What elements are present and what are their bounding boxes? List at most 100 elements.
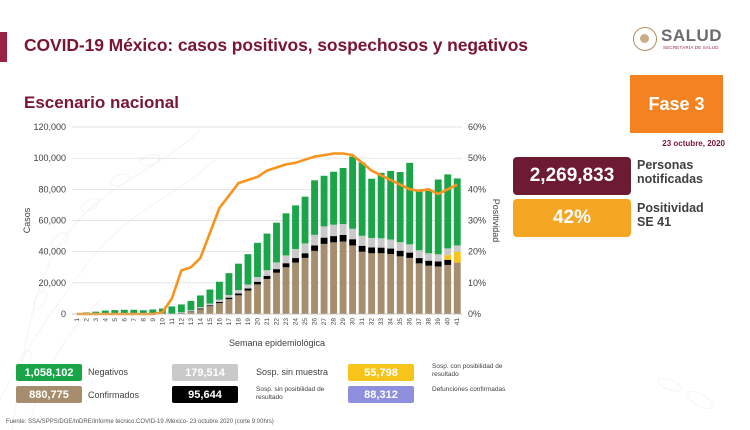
x-tick-label: 20	[254, 318, 261, 326]
bar-sosp-sin-posibilidad-de-resultado	[406, 252, 414, 258]
bar-negativos	[301, 196, 309, 244]
bar-sosp-sin-muestra	[425, 253, 433, 261]
report-date: 23 octubre, 2020	[662, 139, 725, 148]
x-tick-label: 32	[369, 318, 376, 326]
bar-confirmados	[396, 256, 404, 314]
x-tick-label: 18	[235, 318, 242, 326]
page-title: COVID-19 México: casos positivos, sospec…	[24, 35, 528, 55]
bar-sosp-sin-posibilidad-de-resultado	[339, 234, 347, 242]
bar-negativos	[339, 167, 347, 225]
y2-axis-title: Positividad	[491, 199, 501, 243]
x-tick-label: 1	[74, 318, 81, 322]
x-tick-label: 3	[93, 318, 100, 322]
bar-negativos	[254, 242, 261, 278]
x-tick-label: 14	[197, 318, 204, 326]
bar-sosp-sin-posibilidad-de-resultado	[235, 293, 242, 296]
bar-confirmados	[425, 265, 433, 314]
bar-confirmados	[216, 303, 223, 314]
x-tick-label: 40	[445, 318, 452, 326]
x-tick-label: 25	[302, 318, 309, 326]
bar-sosp-sin-posibilidad-de-resultado	[206, 305, 214, 307]
y2-tick-label: 0%	[468, 309, 481, 319]
y-tick-label: 20,000	[38, 278, 66, 288]
bar-confirmados	[434, 266, 442, 314]
source-note: Fuente: SSA/SPPS/DGE/InDRE/Informe técni…	[6, 419, 274, 425]
bar-sosp-sin-muestra	[254, 277, 261, 282]
bar-sosp-sin-muestra	[282, 255, 290, 264]
x-tick-label: 35	[397, 318, 404, 326]
y2-tick-label: 50%	[468, 153, 486, 163]
bar-confirmados	[206, 306, 214, 314]
x-tick-label: 21	[264, 318, 271, 326]
bar-sosp-sin-muestra	[311, 234, 318, 246]
x-tick-label: 4	[102, 318, 109, 322]
legend-suspect-with-result-value: 55,798	[348, 364, 414, 381]
bar-negativos	[415, 189, 423, 251]
bar-confirmados	[453, 262, 461, 314]
bar-negativos	[196, 295, 204, 308]
phase-badge: Fase 3	[630, 75, 723, 133]
x-tick-label: 17	[226, 318, 233, 326]
bar-negativos	[358, 162, 366, 236]
x-tick-label: 38	[426, 318, 433, 326]
bar-negativos	[149, 309, 157, 314]
bar-negativos	[368, 178, 376, 238]
x-tick-label: 39	[435, 318, 442, 326]
x-tick-label: 8	[140, 318, 147, 322]
kpi-positivity-value: 42%	[513, 199, 631, 237]
bar-negativos	[444, 174, 452, 249]
bar-sosp-sin-muestra	[292, 249, 299, 259]
bar-sosp-sin-posibilidad-de-resultado	[301, 253, 309, 258]
cases-chart: 0 20,000 40,000 60,000 80,000 100,000 120,000 0…	[22, 122, 501, 348]
bar-sosp-sin-posibilidad-de-resultado	[377, 247, 385, 254]
bar-confirmados	[225, 299, 233, 314]
bar-confirmados	[415, 263, 423, 314]
y2-tick-label: 10%	[468, 278, 486, 288]
legend-suspect-no-sample-value: 179,514	[172, 364, 238, 381]
bar-negativos	[349, 156, 357, 229]
bar-confirmados	[292, 262, 299, 314]
bar-negativos	[111, 310, 119, 314]
x-tick-label: 27	[321, 318, 328, 326]
bar-negativos	[187, 300, 195, 311]
y-tick-label: 80,000	[38, 184, 66, 194]
bar-confirmados	[320, 243, 328, 314]
bar-sosp-sin-muestra	[216, 299, 223, 302]
bar-confirmados	[177, 313, 185, 314]
legend-confirmed-value: 880,775	[16, 386, 82, 403]
bar-sosp-sin-posibilidad-de-resultado	[292, 258, 299, 263]
bar-negativos	[235, 263, 242, 291]
y-tick-label: 120,000	[33, 122, 66, 132]
bar-sosp-sin-muestra	[330, 224, 338, 237]
bar-sosp-sin-muestra	[187, 310, 195, 312]
x-tick-label: 29	[340, 318, 347, 326]
bar-confirmados	[387, 254, 395, 314]
y-tick-label: 0	[61, 309, 66, 319]
kpi-positivity-label: Positividad SE 41	[637, 201, 704, 229]
x-tick-label: 2	[83, 318, 90, 322]
x-tick-label: 28	[331, 318, 338, 326]
bar-confirmados	[254, 284, 261, 314]
bar-sosp-con-posibilidad-de-resultado	[453, 251, 461, 263]
kpi-positivity-label-line1: Positividad	[637, 201, 704, 215]
legend-suspect-no-sample-label: Sosp. sin muestra	[256, 367, 329, 377]
x-tick-label: 26	[312, 318, 319, 326]
bar-sosp-sin-muestra	[368, 237, 376, 248]
bar-confirmados	[330, 242, 338, 314]
bar-sosp-sin-muestra	[301, 243, 309, 254]
bar-sosp-con-posibilidad-de-resultado	[444, 255, 452, 260]
bar-sosp-sin-muestra	[177, 312, 185, 313]
bar-confirmados	[187, 311, 195, 314]
bar-sosp-sin-posibilidad-de-resultado	[244, 288, 252, 291]
chart-axes: 0 20,000 40,000 60,000 80,000 100,000 120,000 0…	[22, 122, 501, 348]
x-tick-label: 34	[388, 318, 395, 326]
legend-confirmed-label: Confirmados	[88, 390, 140, 400]
bar-confirmados	[301, 257, 309, 314]
bar-negativos	[387, 170, 395, 240]
bar-sosp-sin-muestra	[320, 226, 328, 238]
bar-sosp-sin-posibilidad-de-resultado	[216, 301, 223, 304]
x-tick-label: 5	[112, 318, 119, 322]
bar-negativos	[330, 171, 338, 225]
bar-confirmados	[273, 272, 280, 314]
legend-negatives-value: 1,058,102	[16, 364, 82, 381]
